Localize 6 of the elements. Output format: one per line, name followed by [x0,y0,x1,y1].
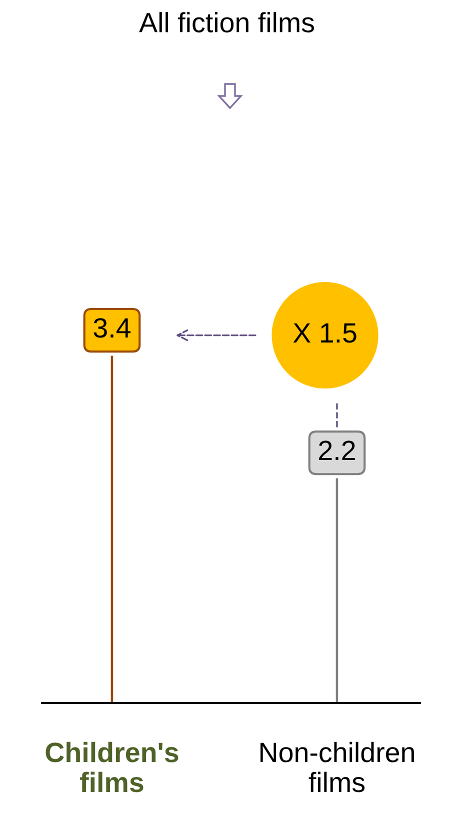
x-tick-label: Children's films [46,742,178,792]
chart-title: All fiction films [139,12,314,32]
x-tick-label: Non-children films [260,742,414,792]
data-label: 2.2 [319,440,355,460]
data-label: 3.4 [94,318,130,338]
text: X 1.5 [293,323,356,343]
